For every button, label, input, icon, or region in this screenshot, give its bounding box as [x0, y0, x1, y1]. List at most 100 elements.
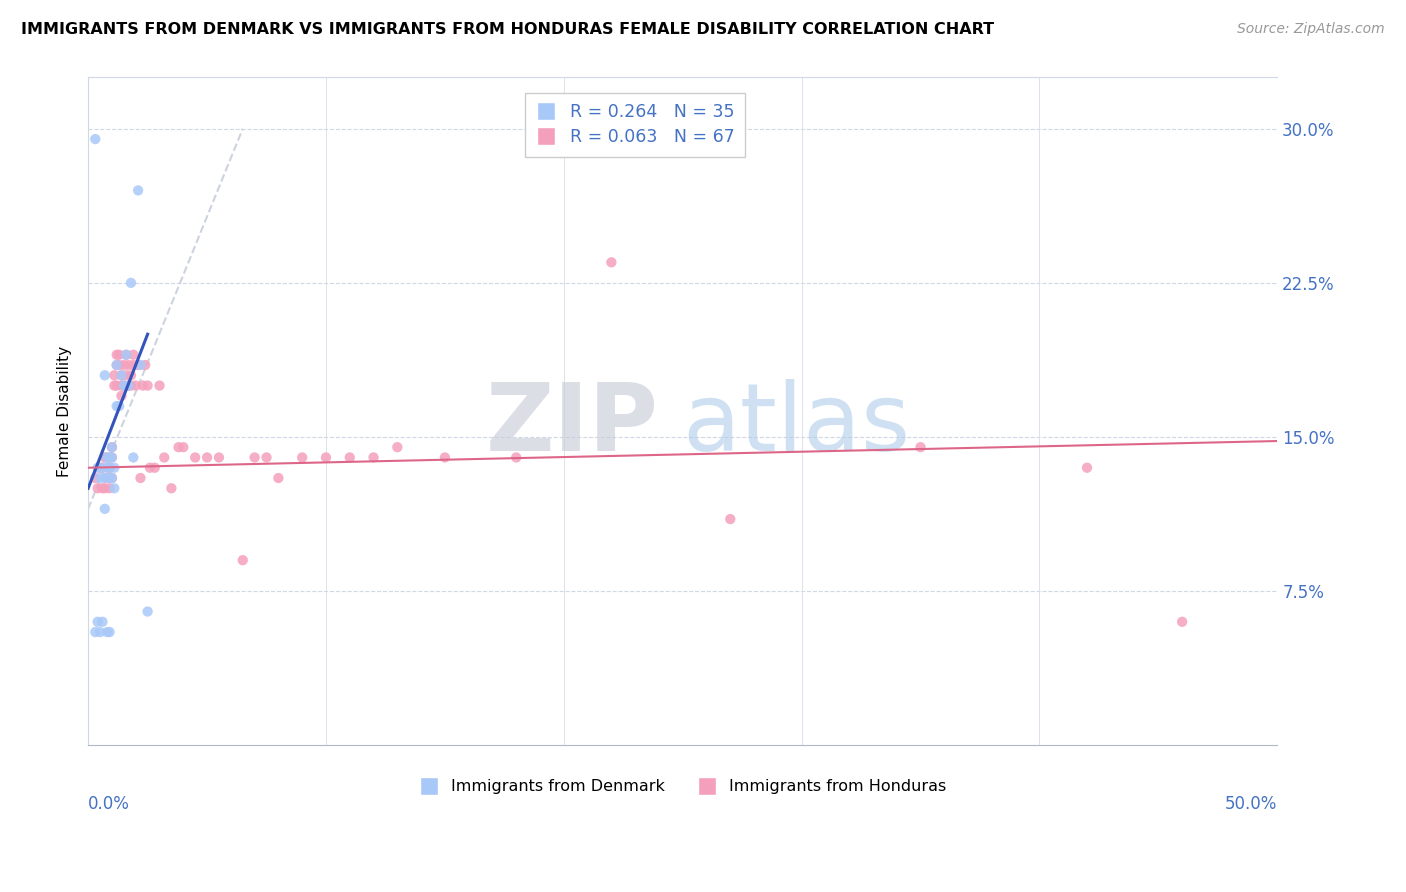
Point [110, 389, 132, 403]
Point [112, 378, 135, 392]
Point [136, 378, 159, 392]
Point [363, 450, 385, 465]
Point [120, 276, 142, 290]
Point [84, 132, 107, 146]
Point [94, 481, 117, 495]
Point [172, 440, 194, 454]
Point [94, 471, 117, 485]
Point [132, 378, 155, 392]
Point [103, 460, 125, 475]
Point [89, 471, 111, 485]
Point [433, 450, 456, 465]
Text: ZIP: ZIP [486, 378, 659, 471]
Point [105, 399, 128, 413]
Point [127, 183, 149, 197]
Point [112, 378, 135, 392]
Point [115, 348, 138, 362]
Point [160, 481, 183, 495]
Point [108, 358, 131, 372]
Point [101, 471, 124, 485]
Point [232, 553, 254, 567]
Point [86, 481, 108, 495]
Point [387, 440, 409, 454]
Point [134, 358, 156, 372]
Point [122, 450, 145, 465]
Point [91, 460, 114, 475]
Point [136, 605, 159, 619]
Point [1076, 460, 1098, 475]
Point [1171, 615, 1194, 629]
Point [84, 471, 107, 485]
Y-axis label: Female Disability: Female Disability [58, 346, 72, 477]
Point [108, 348, 131, 362]
Point [94, 450, 117, 465]
Point [110, 368, 132, 383]
Text: Source: ZipAtlas.com: Source: ZipAtlas.com [1237, 22, 1385, 37]
Point [120, 368, 142, 383]
Point [91, 481, 114, 495]
Point [208, 450, 231, 465]
Point [167, 440, 190, 454]
Point [86, 460, 108, 475]
Point [101, 471, 124, 485]
Point [91, 460, 114, 475]
Point [117, 358, 139, 372]
Point [98, 481, 121, 495]
Point [195, 450, 218, 465]
Point [98, 471, 121, 485]
Point [89, 625, 111, 640]
Point [101, 440, 124, 454]
Point [101, 450, 124, 465]
Point [105, 358, 128, 372]
Legend: Immigrants from Denmark, Immigrants from Honduras: Immigrants from Denmark, Immigrants from… [413, 772, 953, 800]
Point [86, 615, 108, 629]
Point [101, 440, 124, 454]
Point [105, 378, 128, 392]
Point [718, 512, 741, 526]
Point [94, 368, 117, 383]
Point [108, 399, 131, 413]
Point [98, 460, 121, 475]
Point [910, 440, 932, 454]
Point [184, 450, 207, 465]
Point [112, 358, 135, 372]
Point [129, 358, 152, 372]
Point [267, 471, 290, 485]
Point [125, 378, 148, 392]
Text: IMMIGRANTS FROM DENMARK VS IMMIGRANTS FROM HONDURAS FEMALE DISABILITY CORRELATIO: IMMIGRANTS FROM DENMARK VS IMMIGRANTS FR… [21, 22, 994, 37]
Text: atlas: atlas [683, 378, 911, 471]
Point [103, 368, 125, 383]
Point [96, 450, 118, 465]
Point [96, 625, 118, 640]
Point [98, 460, 121, 475]
Point [96, 471, 118, 485]
Point [339, 450, 361, 465]
Point [103, 378, 125, 392]
Point [600, 255, 623, 269]
Point [98, 450, 121, 465]
Point [91, 615, 114, 629]
Point [89, 460, 111, 475]
Point [291, 450, 314, 465]
Point [148, 378, 170, 392]
Point [101, 450, 124, 465]
Point [110, 368, 132, 383]
Point [115, 368, 138, 383]
Point [315, 450, 337, 465]
Point [96, 450, 118, 465]
Point [105, 348, 128, 362]
Point [96, 460, 118, 475]
Point [153, 450, 176, 465]
Point [103, 481, 125, 495]
Point [127, 358, 149, 372]
Point [110, 378, 132, 392]
Point [122, 358, 145, 372]
Point [120, 378, 142, 392]
Text: 50.0%: 50.0% [1225, 795, 1277, 814]
Point [129, 471, 152, 485]
Point [115, 348, 138, 362]
Point [505, 450, 527, 465]
Point [243, 450, 266, 465]
Point [98, 460, 121, 475]
Point [84, 625, 107, 640]
